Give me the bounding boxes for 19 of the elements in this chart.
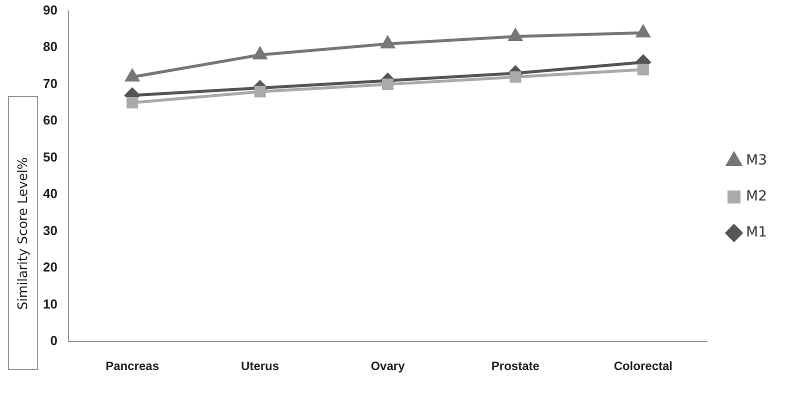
x-tick-label: Pancreas	[106, 359, 160, 374]
y-tick-label: 20	[42, 260, 58, 275]
x-tick-label: Colorectal	[614, 359, 672, 374]
y-tick-label: 0	[50, 333, 58, 348]
y-tick-label: 50	[42, 149, 58, 164]
legend-label: M3	[746, 152, 768, 169]
y-axis-title: Similarity Score Level%	[16, 156, 30, 310]
x-tick-label: Uterus	[241, 359, 280, 374]
y-tick-label: 90	[42, 2, 58, 18]
y-tick-label: 80	[42, 39, 58, 54]
legend-label: M1	[746, 224, 768, 241]
y-tick-label: 10	[42, 296, 58, 312]
y-tick-label: 60	[42, 112, 58, 128]
y-tick-label: 30	[42, 222, 58, 238]
x-tick-label: Prostate	[491, 359, 540, 374]
y-tick-label: 40	[42, 186, 58, 202]
y-tick-label: 70	[42, 76, 58, 91]
x-tick-label: Ovary	[370, 359, 406, 374]
legend-label: M2	[746, 188, 768, 205]
